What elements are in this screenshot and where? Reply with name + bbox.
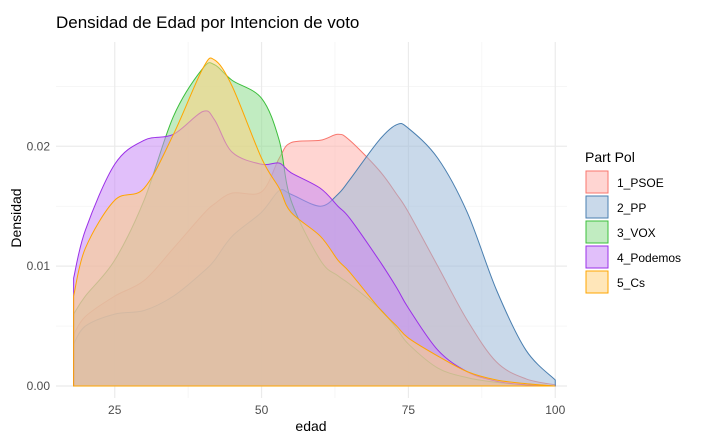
y-tick-label: 0.02: [27, 139, 51, 153]
legend-key-4_podemos: [585, 245, 609, 269]
x-tick-label: 75: [402, 403, 416, 417]
x-axis-label: edad: [295, 418, 326, 434]
legend-label: 3_VOX: [617, 226, 656, 240]
legend-label: 2_PP: [617, 201, 646, 215]
legend-key-5_cs: [585, 270, 609, 294]
ticks: 25 50 75 100 0.00 0.01 0.02: [27, 139, 566, 417]
chart-title: Densidad de Edad por Intencion de voto: [56, 13, 359, 32]
legend-label: 4_Podemos: [617, 251, 681, 265]
x-tick-label: 100: [545, 403, 565, 417]
x-tick-label: 50: [255, 403, 269, 417]
y-tick-label: 0.01: [27, 259, 51, 273]
density-areas: [73, 57, 556, 387]
legend-key-3_vox: [585, 220, 609, 244]
y-axis-label: Densidad: [8, 188, 24, 247]
x-tick-label: 25: [108, 403, 122, 417]
y-tick-label: 0.00: [27, 379, 51, 393]
legend-label: 1_PSOE: [617, 176, 664, 190]
legend-key-2_pp: [585, 195, 609, 219]
legend-title: Part Pol: [585, 149, 635, 165]
legend-key-1_psoe: [585, 170, 609, 194]
legend: Part Pol 1_PSOE 2_PP 3_VOX 4_Podemos 5_Cs: [585, 149, 681, 294]
density-area-5_cs: [73, 57, 556, 387]
legend-label: 5_Cs: [617, 276, 645, 290]
